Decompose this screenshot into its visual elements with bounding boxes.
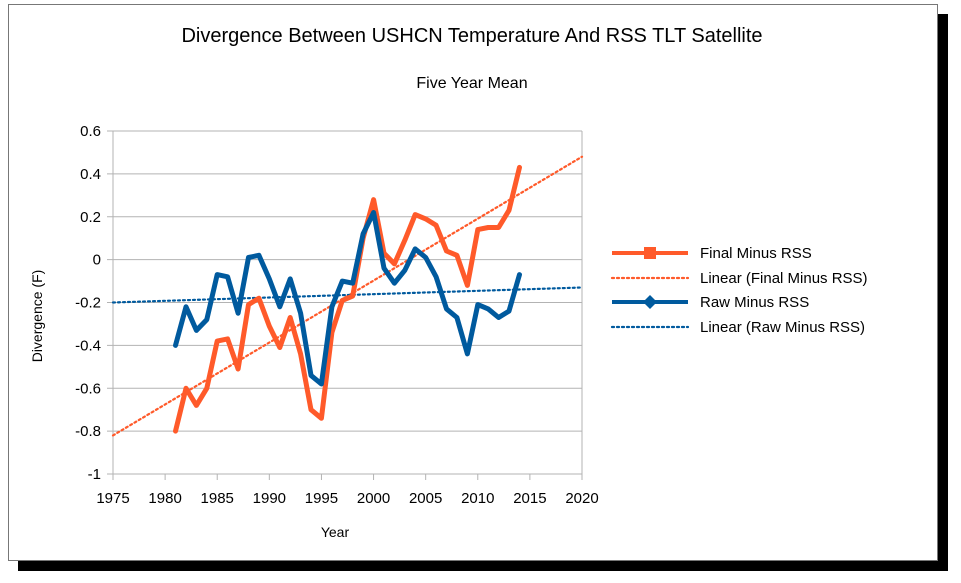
x-tick-label: 2005: [409, 490, 442, 507]
grid-layer: [113, 130, 582, 475]
legend-label: Linear (Raw Minus RSS): [700, 319, 865, 336]
legend-square-marker: [644, 247, 656, 259]
y-axis-title: Divergence (F): [29, 270, 45, 363]
y-tick-label: -1: [88, 466, 101, 483]
legend-label: Final Minus RSS: [700, 245, 812, 262]
x-tick-label: 1990: [253, 490, 286, 507]
x-tick-label: 2015: [513, 490, 546, 507]
x-tick-label: 2000: [357, 490, 390, 507]
y-tick-label: -0.4: [75, 337, 101, 354]
x-tick-label: 2010: [461, 490, 494, 507]
x-tick-label: 1995: [305, 490, 338, 507]
x-tick-label: 1980: [148, 490, 181, 507]
legend-diamond-marker: [643, 295, 657, 309]
y-tick-label: 0.6: [80, 123, 101, 140]
y-tick-label: -0.8: [75, 423, 101, 440]
y-tick-label: 0.2: [80, 209, 101, 226]
y-tick-label: 0: [93, 252, 101, 269]
y-tick-label: 0.4: [80, 166, 101, 183]
series-line-raw-minus-rss: [173, 210, 522, 387]
x-axis-title: Year: [321, 524, 350, 540]
legend-label: Raw Minus RSS: [700, 294, 809, 311]
x-tick-label: 1985: [201, 490, 234, 507]
legend: Final Minus RSS Linear (Final Minus RSS) R…: [610, 245, 868, 336]
trendline-raw: [111, 286, 584, 304]
axis-layer: 0.6 0.4 0.2 0 -0.2 -0.4 -0.6 -0.8 -1 1975 1980 1985…: [75, 123, 599, 507]
series-layer: [173, 164, 522, 434]
chart-title: Divergence Between USHCN Temperature And…: [181, 25, 762, 47]
series-line-final-minus-rss: [173, 164, 522, 434]
y-tick-label: -0.2: [75, 295, 101, 312]
chart-panel: [8, 4, 938, 561]
chart-subtitle: Five Year Mean: [416, 75, 527, 92]
x-tick-label: 2020: [565, 490, 598, 507]
y-tick-label: -0.6: [75, 380, 101, 397]
x-tick-label: 1975: [96, 490, 129, 507]
legend-label: Linear (Final Minus RSS): [700, 270, 868, 287]
